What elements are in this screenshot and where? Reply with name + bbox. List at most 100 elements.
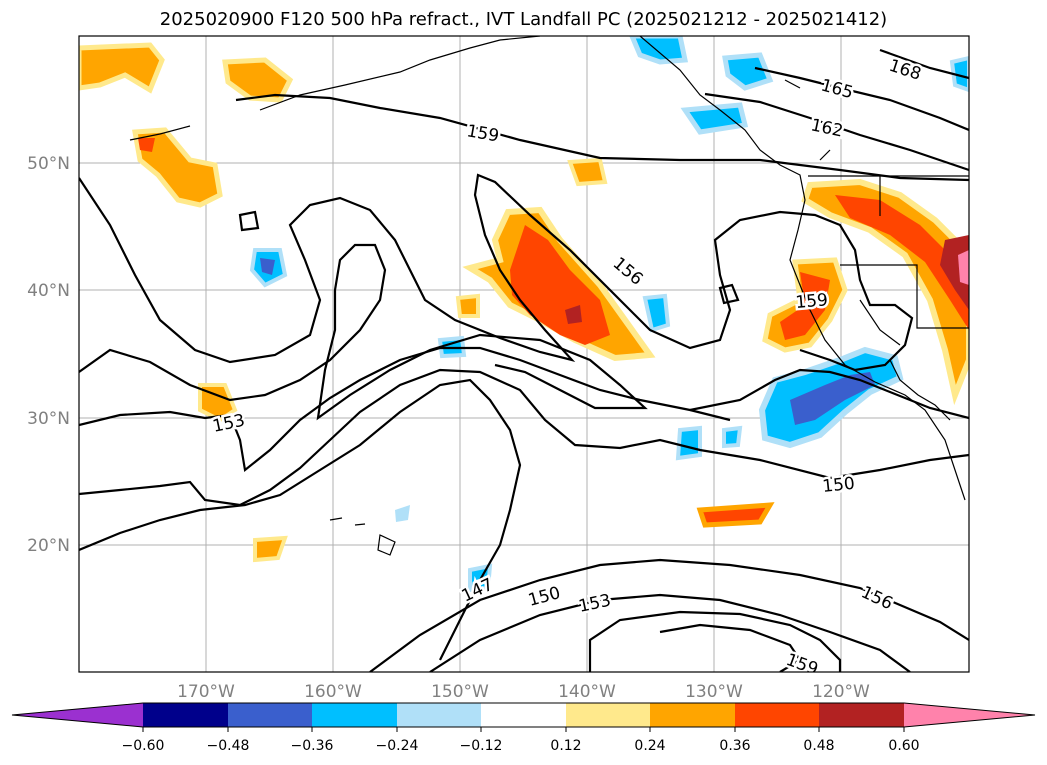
colorbar-segment [735,703,819,727]
coastline [354,523,366,526]
contour-156-south [588,610,842,672]
colorbar-tick-label: 0.24 [634,738,665,754]
colorbar-tick-label: −0.24 [376,738,419,754]
ivt-shading [79,36,969,593]
contour-label: 159 [783,650,820,680]
colorbar-tick-label: −0.60 [122,738,165,754]
contour-label: 150 [526,583,563,611]
colorbar-segment [566,703,650,727]
map-plot-area: 168 165 162 159 156 159 153 150 147 150 … [79,36,969,680]
contour-153-south [429,593,911,672]
shade-region [696,502,775,528]
shade-region [138,138,155,152]
contour-150 [79,368,969,507]
longitude-labels: 170°W 160°W 150°W 140°W 130°W 120°W [177,682,870,702]
shade-region [780,272,830,340]
colorbar-segment [819,703,904,727]
contour-label: 156 [609,254,647,290]
latitude-labels: 50°N 40°N 30°N 20°N [27,154,70,556]
shade-region [79,42,165,94]
shade-region [567,157,608,187]
contour-150-south [369,558,969,672]
contour-153b [689,368,969,420]
contour-label: 165 [819,76,856,104]
contour-159-north [235,93,969,182]
shade-region [395,505,410,522]
coastline [859,299,901,346]
lon-label: 150°W [431,682,489,702]
shade-region [222,57,294,103]
contour-label: 156 [858,582,896,614]
contour-153 [79,346,731,473]
contour-159-loop [79,173,914,372]
shade-region [260,258,275,275]
coastline [329,517,343,521]
colorbar-ticks [142,727,905,732]
contour-label: 150 [821,474,855,497]
colorbar-segment [143,703,228,727]
contour-small-loop [718,283,740,305]
contour-label: 159 [465,121,500,146]
lon-label: 130°W [685,682,743,702]
shade-region [642,293,671,333]
colorbar-tick-label: 0.48 [803,738,834,754]
colorbar-extend-left [12,703,143,727]
contour-159-south [659,623,802,672]
coastline [639,36,966,501]
colorbar-tick-label: −0.12 [460,738,503,754]
shade-region [680,102,749,135]
coastline [377,534,396,556]
shade-region [722,52,774,91]
contour-156 [79,243,648,421]
shade-region [722,425,743,449]
colorbar-tick-label: −0.48 [207,738,250,754]
lat-label: 50°N [27,154,70,174]
map-title: 2025020900 F120 500 hPa refract., IVT La… [159,9,888,30]
contour-small-loop [238,210,260,232]
colorbar-segment [397,703,481,727]
colorbar-segment [481,703,566,727]
contour-162 [704,92,969,172]
colorbar-tick-label: 0.60 [888,738,919,754]
coastline [819,149,831,161]
contour-147 [79,378,522,661]
colorbar-tick-label: 0.12 [550,738,581,754]
shade-region [958,250,969,285]
lat-label: 20°N [27,536,70,556]
lon-label: 160°W [304,682,362,702]
contour-label: 162 [809,115,845,141]
colorbar-segment [228,703,312,727]
map-frame [78,35,970,673]
colorbar-segment [650,703,735,727]
contour-label: 153 [577,591,613,617]
coastline [840,264,969,329]
colorbar: −0.60 −0.48 −0.36 −0.24 −0.12 0.12 0.24 … [11,702,1036,754]
lat-label: 40°N [27,281,70,301]
colorbar-segment [312,703,397,727]
contour-165 [754,66,969,132]
colorbar-tick-label: 0.36 [719,738,750,754]
coastline [259,36,541,111]
height-contours [79,48,969,672]
shade-region [790,372,875,425]
lon-label: 120°W [812,682,870,702]
coastline [784,79,801,89]
shade-region [132,127,223,208]
coastline [129,125,191,141]
shade-region [949,55,969,93]
shade-region [253,535,288,563]
shade-region [565,305,582,324]
contour-label: 159 [795,290,829,313]
shade-region [629,36,689,65]
shade-region [455,293,480,318]
colorbar-tick-label: −0.36 [291,738,334,754]
contour-label: 168 [886,56,923,85]
shade-region [675,425,702,461]
lon-label: 140°W [558,682,616,702]
colorbar-extend-right [904,703,1035,727]
lon-label: 170°W [177,682,235,702]
shade-region [510,225,610,345]
contour-168 [879,48,969,80]
lat-label: 30°N [27,409,70,429]
